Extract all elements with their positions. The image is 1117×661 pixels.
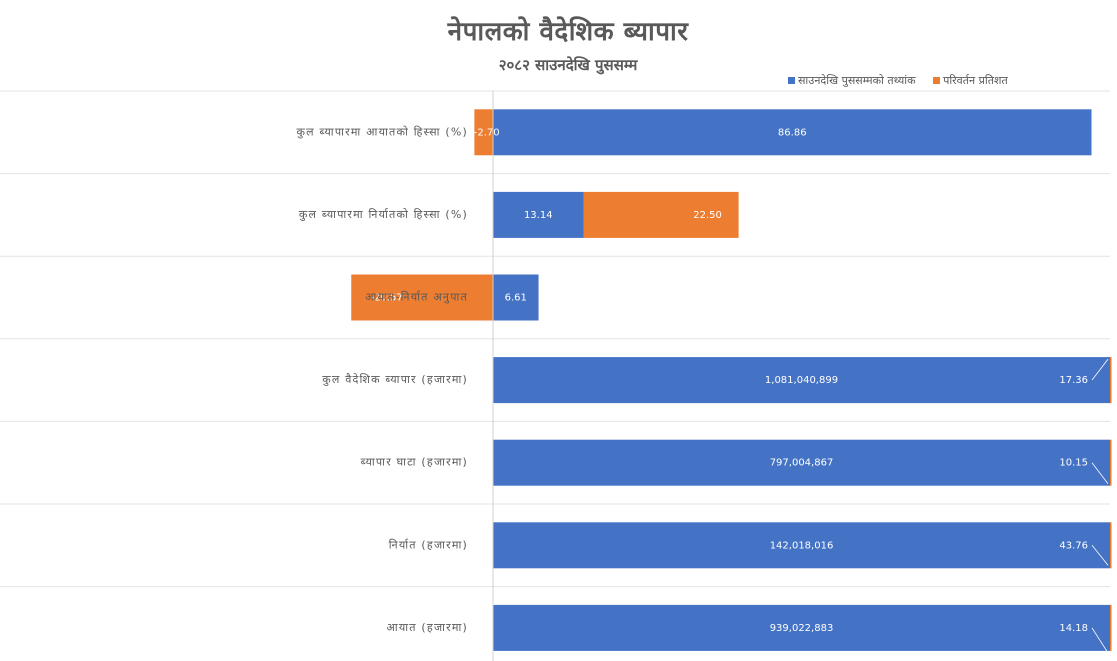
- category-label: कुल ब्यापारमा निर्यातको हिस्सा (%): [299, 208, 468, 221]
- data-label-series-change: 17.36: [1059, 375, 1088, 386]
- bar-series-change: [1110, 604, 1112, 651]
- bar-series-change: [1110, 522, 1112, 569]
- data-label-leader: [1091, 627, 1109, 654]
- legend-item-change: परिवर्तन प्रतिशत: [933, 73, 1008, 88]
- bar-series-change: [1110, 357, 1112, 404]
- legend-item-data: साउनदेखि पुससम्मको तथ्यांक: [788, 73, 916, 88]
- bar-series-data: [493, 109, 1092, 156]
- category-label: कुल वैदेशिक ब्यापार (हजारमा): [322, 373, 468, 386]
- data-label-series-data: 86.86: [778, 127, 807, 138]
- category-label: निर्यात (हजारमा): [389, 538, 468, 551]
- legend-swatch-change: [933, 77, 941, 84]
- bar-series-data: [493, 274, 539, 321]
- legend-label-change: परिवर्तन प्रतिशत: [943, 74, 1008, 87]
- data-label-leader: [1091, 462, 1109, 484]
- data-label-series-change: 22.50: [693, 210, 722, 221]
- data-label-leader: [1091, 358, 1109, 381]
- bar-series-data: [493, 191, 584, 238]
- category-label: आयात (हजारमा): [386, 621, 468, 634]
- bar-series-data: [493, 522, 1110, 569]
- bar-series-change: [583, 191, 739, 238]
- data-label-series-change: -2.70: [474, 127, 500, 138]
- chart-title: नेपालको वैदेशिक ब्यापार: [447, 17, 689, 47]
- data-label-series-change: -20.57: [371, 293, 403, 304]
- data-label-series-data: 1,081,040,899: [765, 375, 838, 386]
- data-label-series-data: 13.14: [524, 210, 553, 221]
- bar-series-change: [474, 109, 493, 156]
- data-label-series-data: 939,022,883: [770, 623, 834, 634]
- bar-series-change: [351, 274, 493, 321]
- data-label-series-change: 43.76: [1059, 540, 1088, 551]
- legend-swatch-data: [788, 77, 795, 84]
- legend-label-data: साउनदेखि पुससम्मको तथ्यांक: [798, 74, 916, 87]
- bar-series-data: [493, 357, 1110, 404]
- category-label: कुल ब्यापारमा आयातको हिस्सा (%): [297, 125, 468, 138]
- legend: साउनदेखि पुससम्मको तथ्यांक परिवर्तन प्रत…: [788, 73, 1022, 88]
- data-label-series-change: 14.18: [1059, 623, 1088, 634]
- bar-series-data: [493, 604, 1110, 651]
- data-label-series-data: 6.61: [505, 293, 527, 304]
- bar-series-data: [493, 439, 1110, 486]
- data-label-series-data: 142,018,016: [770, 540, 834, 551]
- data-label-series-data: 797,004,867: [770, 458, 834, 469]
- data-label-series-change: 10.15: [1059, 458, 1088, 469]
- chart-subtitle: २०८२ साउनदेखि पुससम्म: [498, 56, 638, 74]
- category-label: ब्यापार घाटा (हजारमा): [361, 456, 468, 469]
- category-label: आयात-निर्यात अनुपात: [365, 291, 468, 304]
- bar-series-change: [1110, 439, 1112, 486]
- data-label-leader: [1091, 545, 1109, 566]
